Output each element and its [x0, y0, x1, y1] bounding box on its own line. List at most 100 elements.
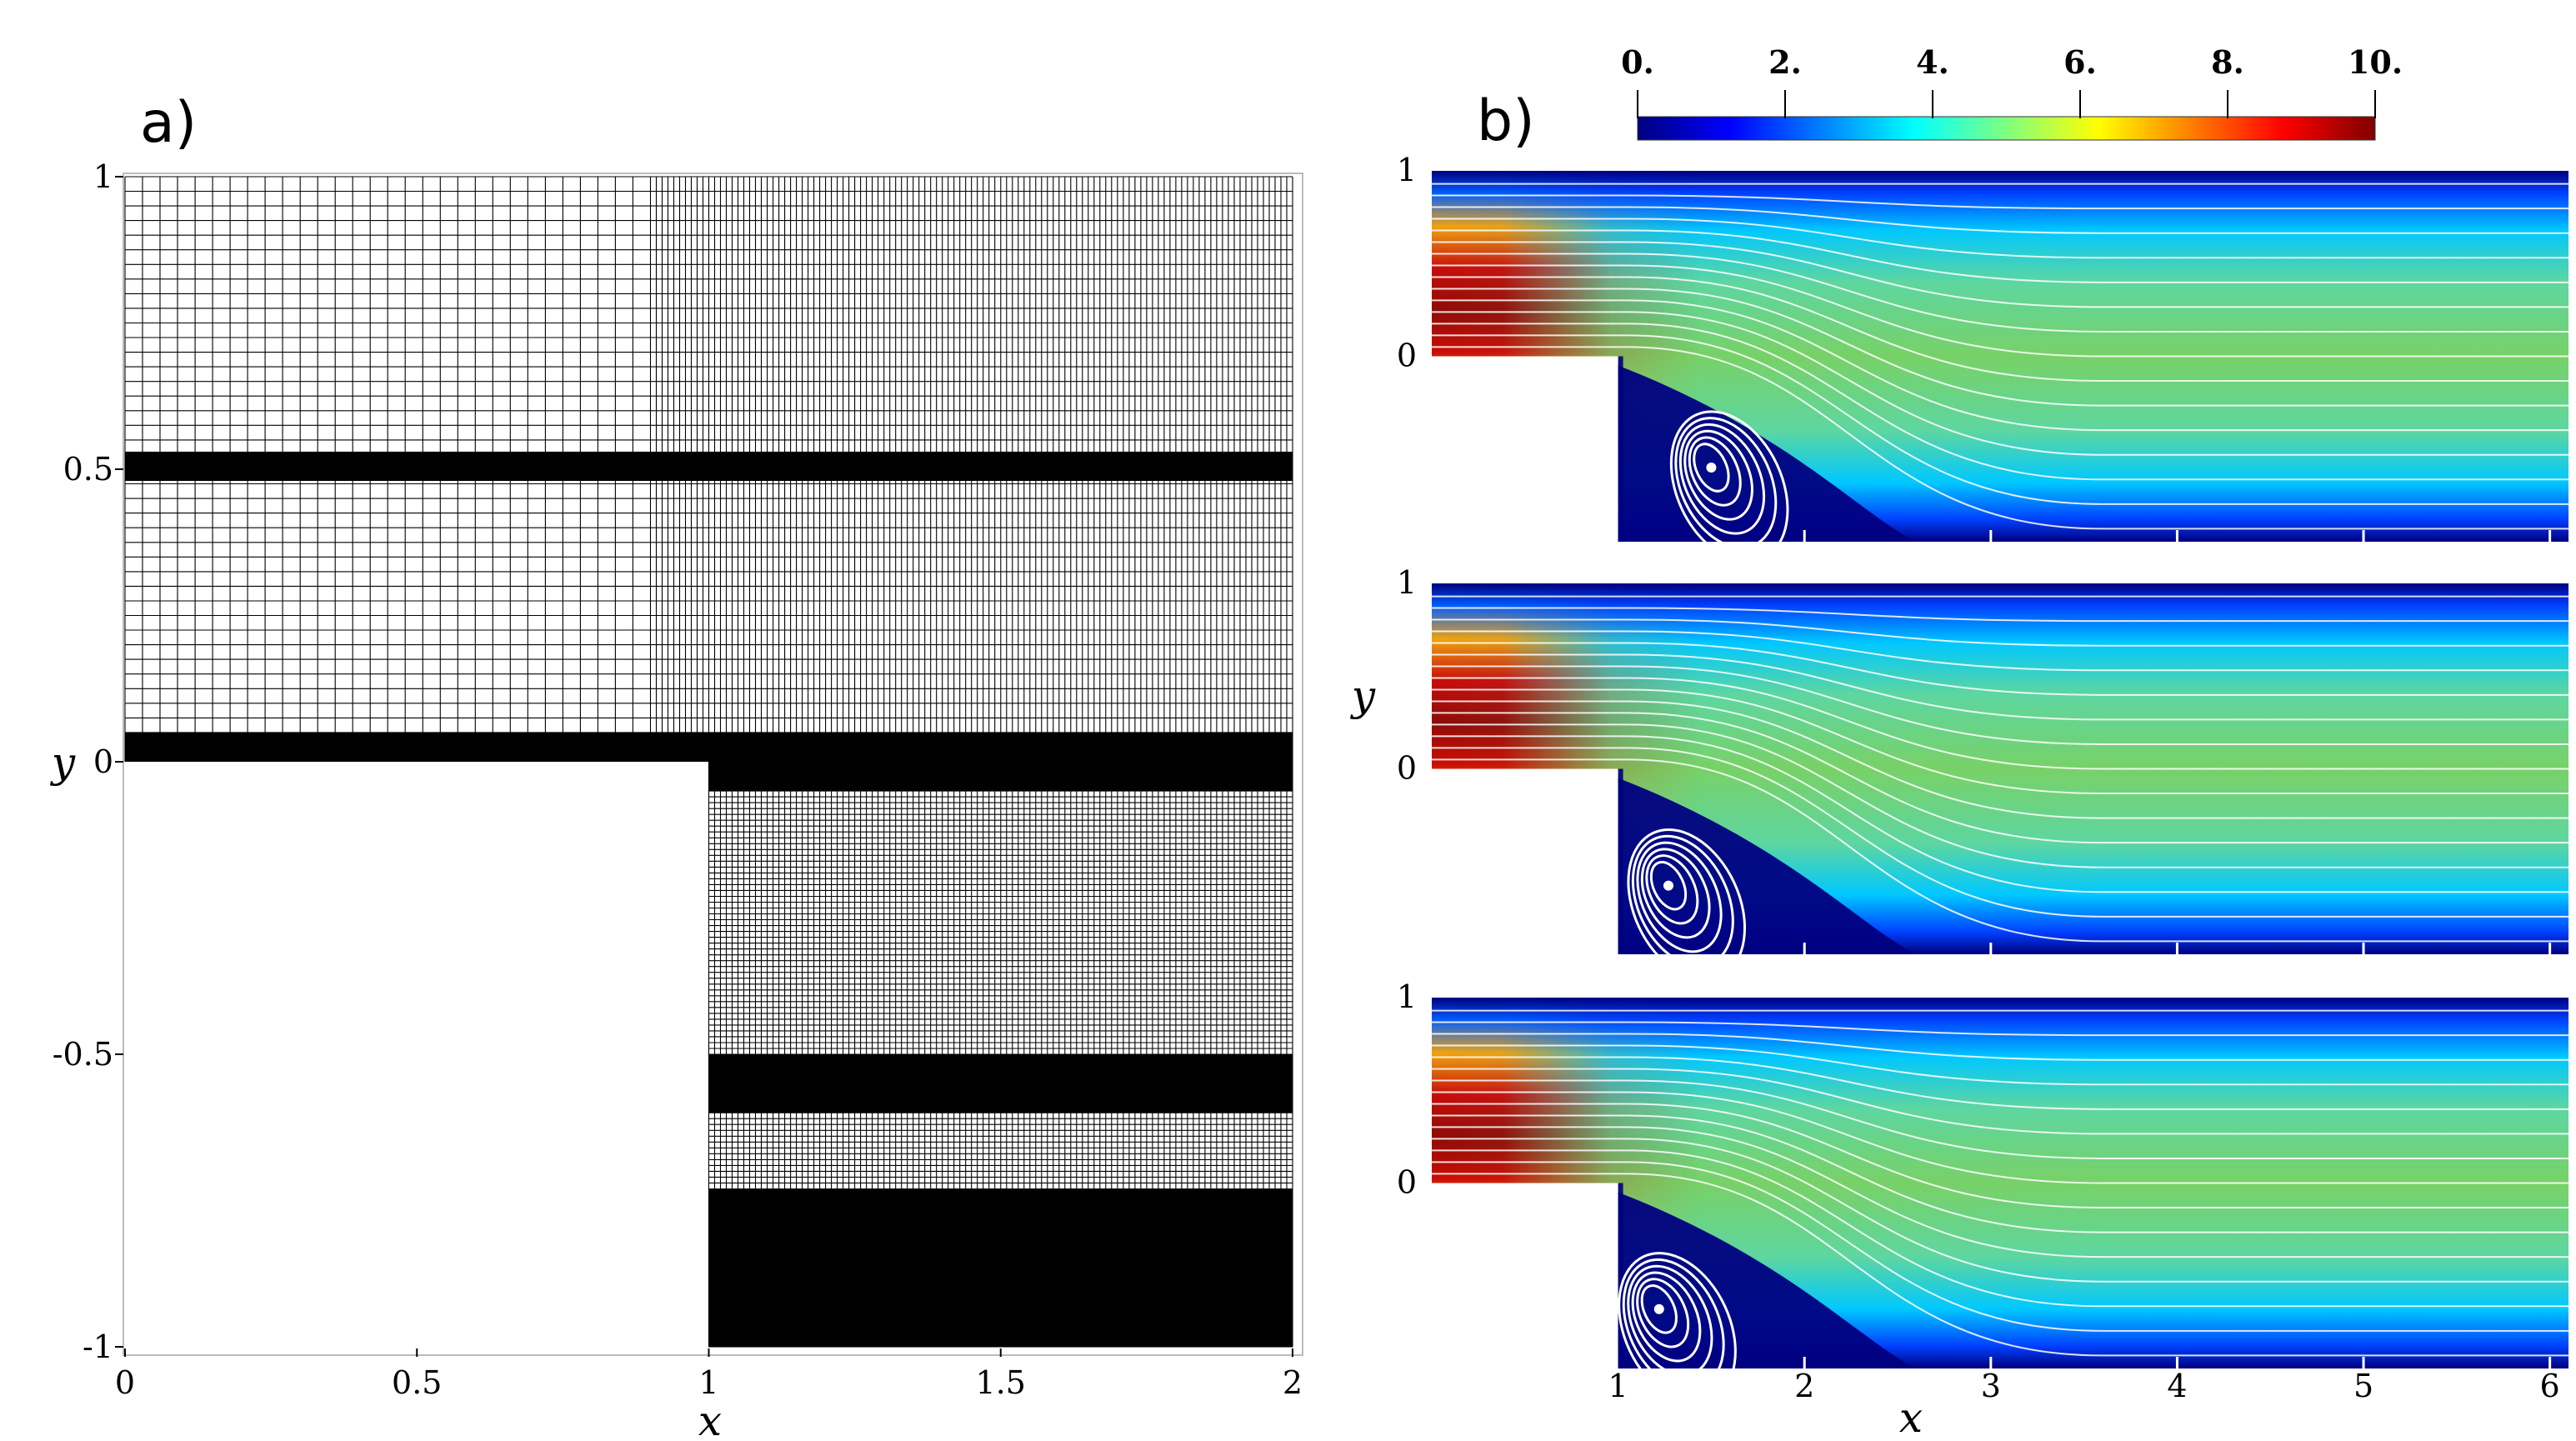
streamline — [1432, 1079, 2568, 1159]
vortex-loop — [1693, 443, 1730, 493]
y-axis-label: y — [50, 738, 76, 787]
streamline — [1432, 1138, 2568, 1283]
mesh-dense-band — [708, 762, 1293, 792]
streamline — [1432, 630, 2568, 672]
streamline — [1432, 218, 2568, 259]
x-axis-label: x — [698, 1397, 722, 1441]
vortex-center — [1653, 1303, 1664, 1314]
vortex — [1627, 828, 1747, 982]
colorbar-bar — [1637, 116, 2376, 141]
vortex-loop — [1640, 848, 1711, 939]
vortex — [1618, 1252, 1737, 1405]
vortex-loop — [1636, 841, 1723, 953]
streamline — [1432, 747, 2568, 918]
y-tick-label: 0 — [1397, 750, 1417, 787]
vortex-loop — [1631, 1271, 1702, 1363]
streamline — [1432, 735, 2568, 893]
vortex-loop — [1627, 828, 1747, 982]
x-tick-label: 1.5 — [976, 1364, 1026, 1401]
streamline — [1432, 723, 2568, 868]
vortex — [1669, 410, 1789, 563]
streamline — [1432, 241, 2568, 308]
panel-a: a) 0 0.5 1 1.5 2 1 0.5 0 -0.5 -1 x y — [50, 90, 1303, 1441]
x-tick-label: 0 — [115, 1364, 135, 1401]
vortex-loop — [1645, 854, 1699, 925]
streamline — [1432, 758, 2568, 943]
streamline — [1432, 311, 2568, 456]
mesh-dense-band — [708, 1188, 1293, 1347]
vortex-loop — [1622, 1258, 1725, 1391]
y-tick-label: 1 — [93, 158, 113, 195]
vortex-center — [1663, 880, 1673, 891]
colorbar-tick-label: 8. — [2211, 43, 2244, 81]
colorbar-tick-label: 4. — [1916, 43, 1949, 81]
y-tick-label: 1 — [1397, 152, 1417, 188]
y-tick-label: 0.5 — [63, 451, 113, 488]
mesh-dense-band — [125, 732, 1293, 762]
flow-subplot-3: 1 0 — [1397, 978, 2568, 1405]
colorbar-ticks — [1637, 90, 2376, 118]
mesh-dense-band — [708, 1054, 1293, 1113]
vortex-loop — [1688, 436, 1742, 507]
streamline — [1432, 1126, 2568, 1258]
x-tick-label: 1 — [1608, 1368, 1628, 1404]
streamline — [1432, 1044, 2568, 1086]
streamline — [1432, 323, 2568, 481]
vortex-loop — [1631, 834, 1734, 968]
panel-b-label: b) — [1477, 88, 1535, 154]
streamline — [1432, 1149, 2568, 1308]
y-tick-label: 0 — [1397, 1164, 1417, 1201]
vortex-loop — [1636, 1278, 1690, 1348]
colorbar: 0. 2. 4. 6. 8. 10. — [1621, 43, 2403, 141]
streamlines — [1432, 595, 2568, 943]
vortex-loop — [1674, 417, 1778, 549]
streamline — [1432, 276, 2568, 383]
y-tick-label: -1 — [83, 1328, 113, 1365]
streamline — [1432, 334, 2568, 505]
streamline — [1432, 712, 2568, 844]
streamline — [1432, 653, 2568, 721]
colorbar-tick-label: 6. — [2063, 43, 2097, 81]
streamline — [1432, 1114, 2568, 1233]
streamline — [1432, 346, 2568, 530]
flow-subplot-1: 1 0 — [1397, 152, 2568, 563]
panel-a-label: a) — [140, 90, 197, 156]
x-tick-label: 6 — [2540, 1368, 2560, 1404]
x-axis-label: x — [1899, 1393, 1923, 1441]
streamline — [1432, 253, 2568, 333]
streamline — [1432, 1056, 2568, 1110]
x-tick-label: 0.5 — [392, 1364, 442, 1401]
streamline — [1432, 229, 2568, 283]
panel-a-axes: 0 0.5 1 1.5 2 1 0.5 0 -0.5 -1 x y — [50, 158, 1303, 1441]
colorbar-tick-label: 0. — [1621, 43, 1654, 81]
mesh-grid — [115, 176, 1293, 1357]
x-tick-label: 1 — [698, 1364, 718, 1401]
step-block — [1432, 1183, 1618, 1378]
x-tick-label: 4 — [2167, 1368, 2187, 1404]
panel-b: b) 0. 2. 4. 6. 8. 10. 1 0 1 0 1 0 1 2 — [1350, 43, 2568, 1441]
streamline — [1432, 607, 2568, 623]
streamline — [1432, 1161, 2568, 1332]
y-tick-label: 1 — [1397, 978, 1417, 1015]
x-tick-label: 3 — [1981, 1368, 2001, 1404]
recirculation-zone — [1618, 1192, 1917, 1368]
streamline — [1432, 264, 2568, 358]
vortex-loop — [1678, 423, 1766, 535]
streamlines — [1432, 1009, 2568, 1357]
mesh-dense-band — [125, 451, 1293, 482]
streamline — [1432, 1021, 2568, 1037]
vortex-loop — [1683, 429, 1753, 521]
panel-b-x-axis: 1 2 3 4 5 6 x y — [1350, 672, 2560, 1441]
flow-subplot-2: 1 0 — [1397, 564, 2568, 982]
streamline — [1432, 665, 2568, 745]
vortex-loop — [1618, 1252, 1737, 1405]
y-tick-label: 0 — [93, 743, 113, 780]
vortex-center — [1706, 463, 1717, 473]
vortex-loop — [1627, 1264, 1713, 1377]
streamlines — [1432, 183, 2568, 530]
streamline — [1432, 288, 2568, 407]
colorbar-tick-label: 2. — [1768, 43, 1802, 81]
step-block — [1432, 768, 1618, 964]
step-block — [1432, 356, 1618, 552]
